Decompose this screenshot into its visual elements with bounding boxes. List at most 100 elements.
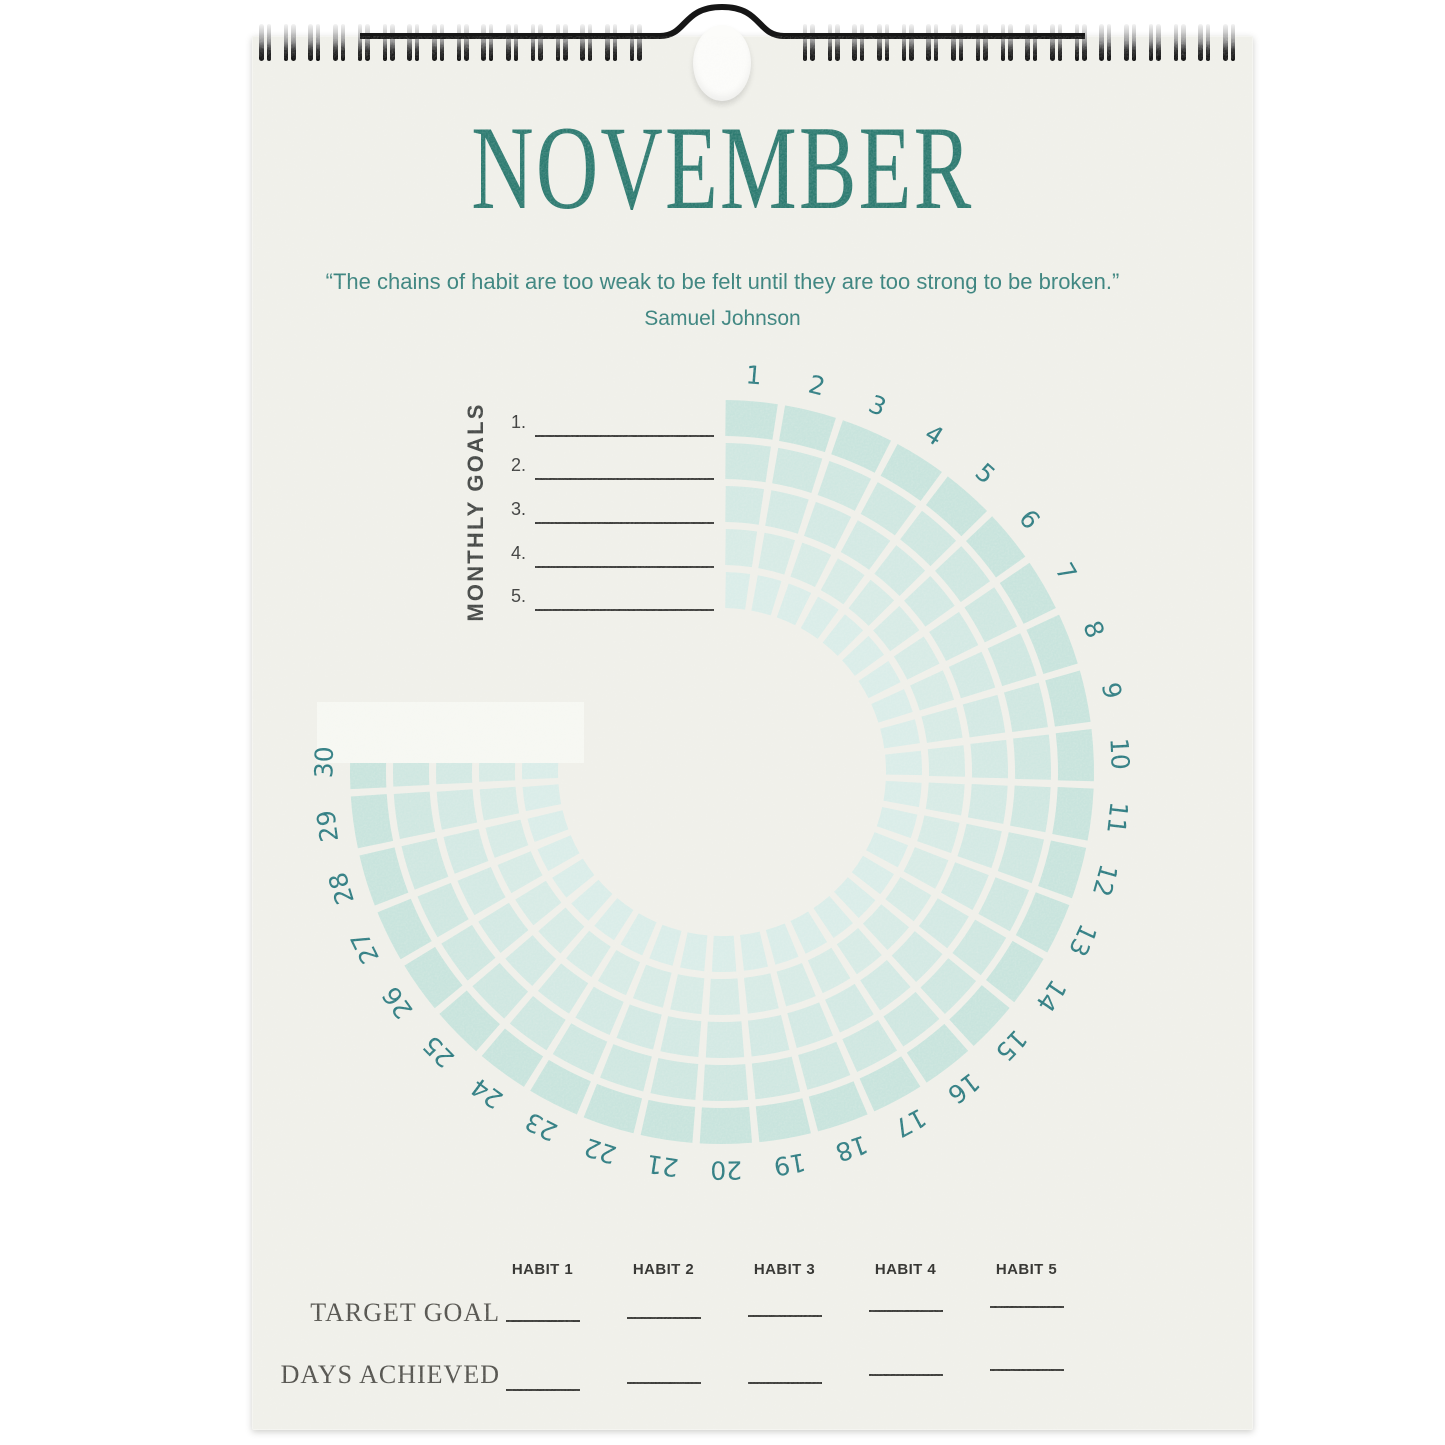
tracker-cell[interactable] [479,786,520,821]
day-label: 19 [772,1147,808,1181]
tracker-cell[interactable] [699,1106,753,1144]
target-goal-blank[interactable] [626,1317,701,1319]
tracker-cell[interactable] [497,851,543,894]
tracker-cell[interactable] [765,490,809,534]
tracker-cell[interactable] [957,823,1002,869]
tracker-cell[interactable] [808,1081,868,1132]
tracker-cell[interactable] [708,978,741,1015]
tracker-cell[interactable] [798,1041,851,1090]
tracker-cell[interactable] [925,782,965,816]
tracker-cell[interactable] [527,810,569,843]
tracker-cell[interactable] [978,877,1030,932]
tracker-cell[interactable] [987,633,1037,687]
tracker-cell[interactable] [725,400,778,440]
tracker-cell[interactable] [840,520,891,570]
tracker-cell[interactable] [359,847,409,906]
tracker-cell[interactable] [751,575,782,616]
tracker-cell[interactable] [670,974,705,1015]
tracker-cell[interactable] [436,789,478,830]
tracker-cell[interactable] [725,443,771,483]
tracker-cell[interactable] [680,932,708,972]
days-achieved-blank[interactable] [868,1374,943,1376]
tracker-cell[interactable] [575,986,624,1035]
tracker-cell[interactable] [825,983,874,1033]
tracker-cell[interactable] [903,847,949,889]
goal-blank-line[interactable] [535,565,714,568]
tracker-cell[interactable] [650,1057,699,1100]
tracker-cell[interactable] [967,783,1008,824]
tracker-cell[interactable] [758,532,796,575]
tracker-cell[interactable] [948,651,996,699]
goal-blank-line[interactable] [535,434,714,437]
tracker-cell[interactable] [831,420,892,473]
tracker-cell[interactable] [1026,614,1078,674]
tracker-cell[interactable] [417,882,469,938]
tracker-cell[interactable] [1052,787,1094,841]
tracker-cell[interactable] [921,707,963,743]
tracker-cell[interactable] [970,739,1008,779]
tracker-cell[interactable] [772,447,823,493]
tracker-cell[interactable] [917,815,960,854]
tracker-cell[interactable] [725,572,751,610]
target-goal-blank[interactable] [505,1320,580,1322]
tracker-cell[interactable] [632,964,672,1008]
tracker-cell[interactable] [616,1004,662,1050]
goal-blank-line[interactable] [535,478,714,481]
tracker-cell[interactable] [929,611,979,662]
tracker-cell[interactable] [725,486,765,525]
tracker-cell[interactable] [790,542,832,588]
tracker-cell[interactable] [804,501,852,549]
tracker-cell[interactable] [1010,785,1051,833]
tracker-cell[interactable] [1038,840,1087,899]
tracker-cell[interactable] [640,1099,696,1143]
days-achieved-blank[interactable] [505,1389,580,1391]
tracker-cell[interactable] [776,962,816,1007]
tracker-cell[interactable] [660,1016,702,1058]
tracker-cell[interactable] [485,819,529,858]
tracker-cell[interactable] [401,838,449,890]
days-achieved-blank[interactable] [626,1382,701,1384]
tracker-cell[interactable] [705,1021,745,1059]
tracker-cell[interactable] [927,745,965,777]
tracker-cell[interactable] [1055,729,1094,782]
tracker-cell[interactable] [740,931,768,971]
tracker-cell[interactable] [393,791,436,840]
target-goal-blank[interactable] [989,1306,1064,1308]
tracker-cell[interactable] [910,670,955,711]
tracker-cell[interactable] [876,806,918,839]
target-goal-blank[interactable] [747,1315,822,1317]
target-goal-blank[interactable] [868,1310,943,1312]
goal-blank-line[interactable] [535,522,714,525]
tracker-cell[interactable] [751,1056,801,1100]
tracker-cell[interactable] [940,862,989,911]
days-achieved-blank[interactable] [989,1369,1064,1371]
tracker-cell[interactable] [880,719,920,749]
tracker-cell[interactable] [600,1044,652,1092]
tracker-cell[interactable] [883,780,922,808]
tracker-cell[interactable] [747,1014,790,1057]
tracker-cell[interactable] [885,750,923,776]
tracker-cell[interactable] [997,832,1044,884]
tracker-cell[interactable] [817,461,872,511]
goal-blank-line[interactable] [535,609,714,612]
tracker-cell[interactable] [350,794,394,849]
tracker-cell[interactable] [711,935,737,972]
tracker-cell[interactable] [1045,670,1091,727]
tracker-cell[interactable] [649,924,682,966]
tracker-cell[interactable] [743,973,779,1014]
tracker-cell[interactable] [1013,734,1052,780]
tracker-cell[interactable] [583,1083,643,1134]
tracker-cell[interactable] [443,828,489,874]
tracker-cell[interactable] [787,1002,834,1049]
tracker-cell[interactable] [871,689,913,723]
tracker-cell[interactable] [755,1098,811,1143]
tracker-cell[interactable] [522,784,562,812]
tracker-cell[interactable] [457,867,506,916]
days-achieved-blank[interactable] [747,1382,822,1384]
tracker-cell[interactable] [725,529,758,568]
tracker-cell[interactable] [962,694,1006,738]
tracker-cell[interactable] [779,405,836,453]
tracker-cell[interactable] [702,1064,749,1102]
tracker-cell[interactable] [1003,682,1048,733]
tracker-cell[interactable] [765,923,799,965]
